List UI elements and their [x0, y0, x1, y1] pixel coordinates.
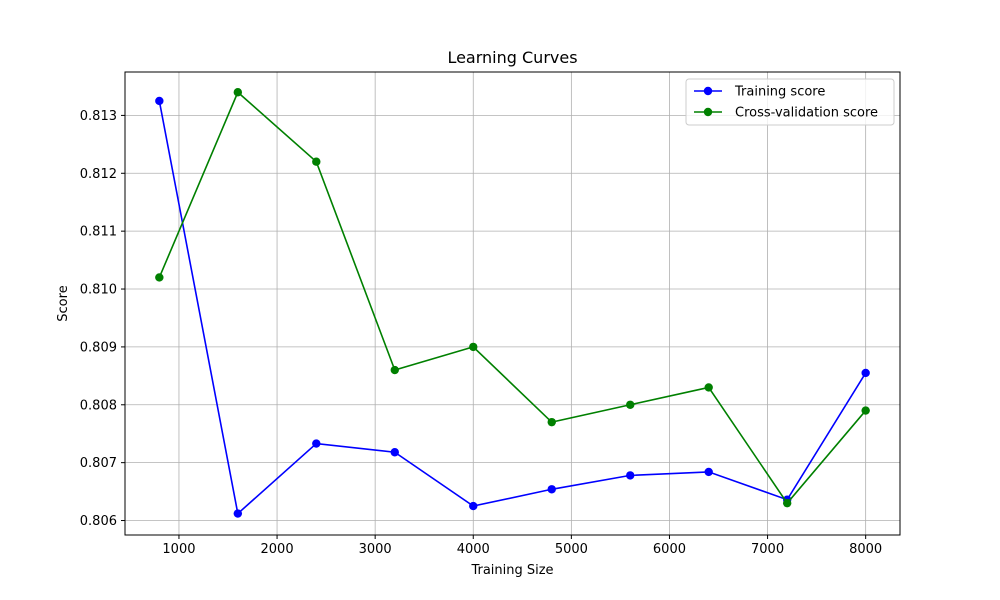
- data-point: [704, 467, 713, 477]
- y-tick-label: 0.810: [80, 283, 117, 298]
- series-cross-validation-score: [155, 88, 870, 508]
- grid-lines: [125, 72, 900, 535]
- y-tick-label: 0.806: [80, 514, 117, 529]
- y-tick-label: 0.808: [80, 398, 117, 413]
- x-tick-label: 2000: [261, 542, 294, 557]
- data-point: [155, 96, 164, 106]
- legend-marker: [703, 107, 713, 117]
- x-tick-label: 1000: [162, 542, 195, 557]
- plot-frame: [124, 71, 901, 536]
- x-tick-label: 5000: [555, 542, 588, 557]
- data-point: [626, 400, 635, 409]
- series-line: [158, 100, 867, 516]
- data-point: [547, 485, 556, 494]
- data-point: [782, 498, 792, 508]
- legend-marker: [703, 86, 713, 96]
- y-tick-label: 0.807: [80, 456, 117, 471]
- x-axis-label: Training Size: [470, 563, 553, 578]
- series-training-score: [155, 96, 870, 518]
- legend-box: [685, 78, 895, 126]
- x-tick-label: 4000: [457, 542, 490, 557]
- legend-label: Cross-validation score: [735, 106, 878, 121]
- data-point: [233, 509, 243, 518]
- x-tick-label: 7000: [751, 542, 784, 557]
- data-point: [547, 417, 556, 427]
- chart-title: Learning Curves: [447, 48, 577, 67]
- x-axis-ticks: 1000 2000 3000 4000 5000 6000 7000 8000: [162, 535, 882, 557]
- data-point: [312, 157, 321, 166]
- series-layer: [155, 88, 870, 518]
- y-axis-ticks: 0.806 0.807 0.808 0.809 0.810 0.811 0.812 0.813: [80, 109, 125, 529]
- data-point: [861, 406, 870, 415]
- series-line: [158, 90, 867, 505]
- legend: Training score Cross-validation score: [685, 78, 895, 126]
- data-point: [312, 439, 321, 448]
- x-tick-label: 3000: [359, 542, 392, 557]
- y-tick-label: 0.813: [80, 109, 117, 124]
- data-point: [390, 365, 399, 375]
- data-point: [469, 342, 478, 352]
- data-point: [233, 88, 243, 97]
- y-tick-label: 0.809: [80, 340, 117, 355]
- data-point: [626, 471, 635, 480]
- x-tick-label: 6000: [653, 542, 686, 557]
- legend-item: Training score: [694, 85, 825, 100]
- x-tick-label: 8000: [849, 542, 882, 557]
- data-point: [390, 448, 399, 457]
- legend-item: Cross-validation score: [694, 106, 878, 121]
- data-point: [469, 501, 478, 511]
- y-tick-label: 0.811: [80, 225, 117, 240]
- data-point: [704, 383, 713, 392]
- legend-label: Training score: [734, 85, 825, 100]
- data-point: [155, 273, 164, 282]
- y-tick-label: 0.812: [80, 167, 117, 182]
- y-axis-label: Score: [56, 285, 71, 321]
- data-point: [861, 368, 870, 378]
